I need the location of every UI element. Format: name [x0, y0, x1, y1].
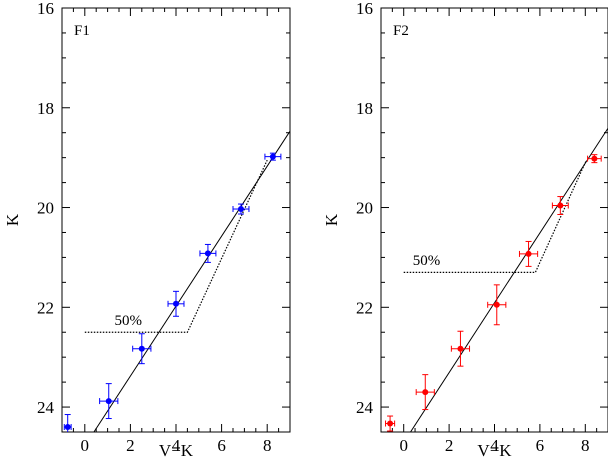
data-point	[264, 152, 282, 161]
data-point	[518, 240, 539, 267]
x-tick-label: 8	[263, 436, 272, 455]
point-marker	[493, 301, 500, 308]
completeness-label: 50%	[114, 313, 142, 329]
y-tick-label: 18	[356, 99, 373, 118]
x-axis-label: V−K	[159, 441, 194, 460]
y-tick-label: 16	[37, 0, 54, 18]
point-marker	[525, 250, 532, 257]
completeness-line	[84, 159, 268, 333]
data-point	[587, 154, 602, 164]
point-marker	[64, 424, 71, 431]
data-point	[232, 203, 250, 215]
completeness-line	[403, 159, 587, 273]
plot-frame	[380, 7, 608, 433]
point-marker	[557, 202, 564, 209]
completeness-label: 50%	[413, 253, 441, 269]
x-tick-label: 6	[217, 436, 226, 455]
x-tick-label: 4	[172, 436, 181, 455]
data-point	[99, 383, 119, 420]
y-axis-label: K	[322, 213, 341, 226]
y-tick-label: 16	[356, 0, 373, 18]
data-point	[199, 243, 217, 263]
x-axis-label: V−K	[477, 441, 512, 460]
y-tick-label: 22	[37, 298, 54, 317]
data-point	[487, 284, 507, 326]
plot-area	[63, 130, 290, 432]
data-point	[167, 290, 185, 317]
point-marker	[204, 250, 211, 257]
y-tick-label: 22	[356, 298, 373, 317]
x-tick-label: 8	[581, 436, 590, 455]
point-marker	[591, 155, 598, 162]
fit-line	[410, 127, 608, 432]
point-marker	[138, 345, 145, 352]
panel-label: F2	[393, 23, 409, 39]
y-tick-label: 20	[37, 199, 54, 218]
x-tick-label: 2	[126, 436, 135, 455]
plot-frame	[61, 7, 291, 433]
data-point	[385, 415, 396, 432]
fit-line	[93, 130, 290, 432]
x-tick-label: 6	[536, 436, 545, 455]
x-tick-label: 2	[445, 436, 454, 455]
point-marker	[105, 398, 112, 405]
data-point	[415, 374, 435, 411]
point-marker	[237, 206, 244, 213]
point-marker	[387, 420, 394, 427]
y-tick-label: 24	[356, 398, 374, 417]
point-marker	[269, 153, 276, 160]
y-tick-label: 24	[37, 398, 55, 417]
data-point	[63, 414, 72, 432]
y-tick-label: 20	[356, 199, 373, 218]
data-point	[132, 333, 152, 365]
point-marker	[422, 389, 429, 396]
data-point	[450, 330, 471, 367]
panel-label: F1	[74, 23, 90, 39]
point-marker	[173, 300, 179, 307]
data-point	[551, 196, 569, 216]
x-tick-label: 4	[490, 436, 499, 455]
plot-area	[385, 127, 608, 432]
x-tick-label: 0	[81, 436, 90, 455]
point-marker	[457, 345, 464, 352]
x-tick-label: 0	[399, 436, 408, 455]
y-tick-label: 18	[37, 99, 54, 118]
y-axis-label: K	[3, 213, 22, 226]
